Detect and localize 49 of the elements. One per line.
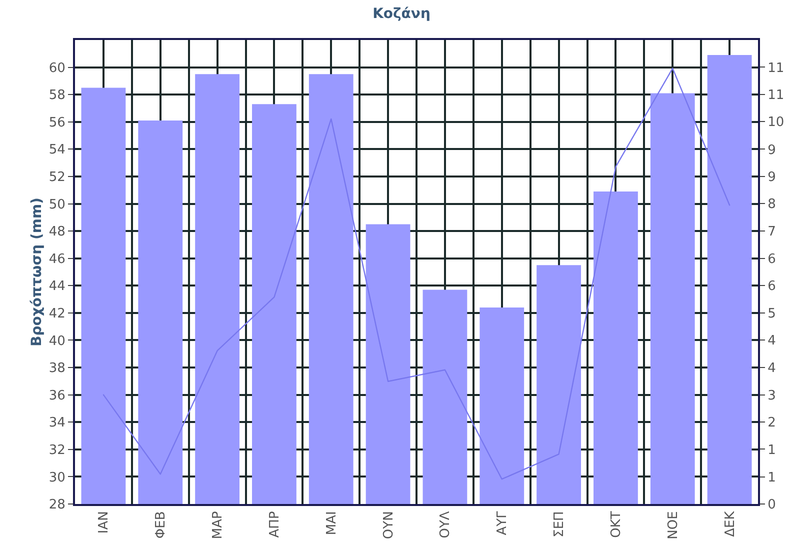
y-tick-label: 48 [48,224,66,240]
y-tick-label: 56 [48,115,66,130]
y2-tick-label: 11 [768,88,784,103]
y2-tick-label: 3 [768,388,776,404]
y-tick-label: 32 [48,442,66,458]
y2-tick-label: 9 [768,170,776,185]
chart-title: Κοζάνη [372,6,430,22]
y-tick-label: 40 [48,334,66,349]
x-tick-label: ΜΑΡ [210,511,226,540]
x-tick-label: ΟΥΝ [381,511,396,540]
y2-tick-label: 1 [768,442,776,458]
y-tick-label: 46 [48,252,66,267]
y-tick-label: 60 [48,60,66,76]
y-tick-label: 54 [48,142,66,158]
y-axis-title: Βροχόπτωση (mm) [28,198,45,346]
y-tick-label: 42 [48,306,66,322]
y2-tick-label: 10 [768,115,784,130]
x-tick-label: ΣΕΠ [552,511,568,538]
line-series [102,68,730,480]
y-tick-label: 36 [48,388,66,404]
x-tick-label: ΟΥΛ [438,511,454,538]
y2-tick-label: 2 [768,416,776,431]
y2-tick-label: 0 [768,498,776,513]
y2-tick-label: 4 [768,361,776,376]
x-tick-label: ΑΥΓ [495,510,510,536]
y2-tick-label: 6 [768,279,776,294]
y-tick-label: 50 [48,197,66,212]
x-tick-label: ΑΠΡ [267,511,282,538]
x-tick-label: ΦΕΒ [154,511,169,539]
y-tick-label: 34 [48,416,66,431]
y2-tick-label: 9 [768,142,776,158]
x-tick-label: ΜΑΙ [324,511,340,536]
y2-tick-label: 6 [768,252,776,267]
x-tick-label: ΔΕΚ [722,510,738,537]
x-tick-label: ΟΚΤ [608,511,624,538]
y-tick-label: 58 [48,88,66,104]
y2-tick-label: 1 [768,470,776,486]
y2-tick-label: 11 [768,60,784,76]
x-tick-label: ΝΟΕ [666,511,681,540]
x-tick-label: ΙΑΝ [96,511,112,534]
y-tick-label: 38 [48,361,66,376]
y-tick-label: 52 [48,170,66,186]
y2-tick-label: 4 [768,334,776,349]
y-tick-label: 28 [48,498,66,513]
y2-tick-label: 5 [768,306,776,322]
y-tick-label: 44 [48,279,66,294]
y2-tick-label: 7 [768,224,776,240]
y2-tick-label: 8 [768,197,776,212]
y-tick-label: 30 [48,470,66,486]
